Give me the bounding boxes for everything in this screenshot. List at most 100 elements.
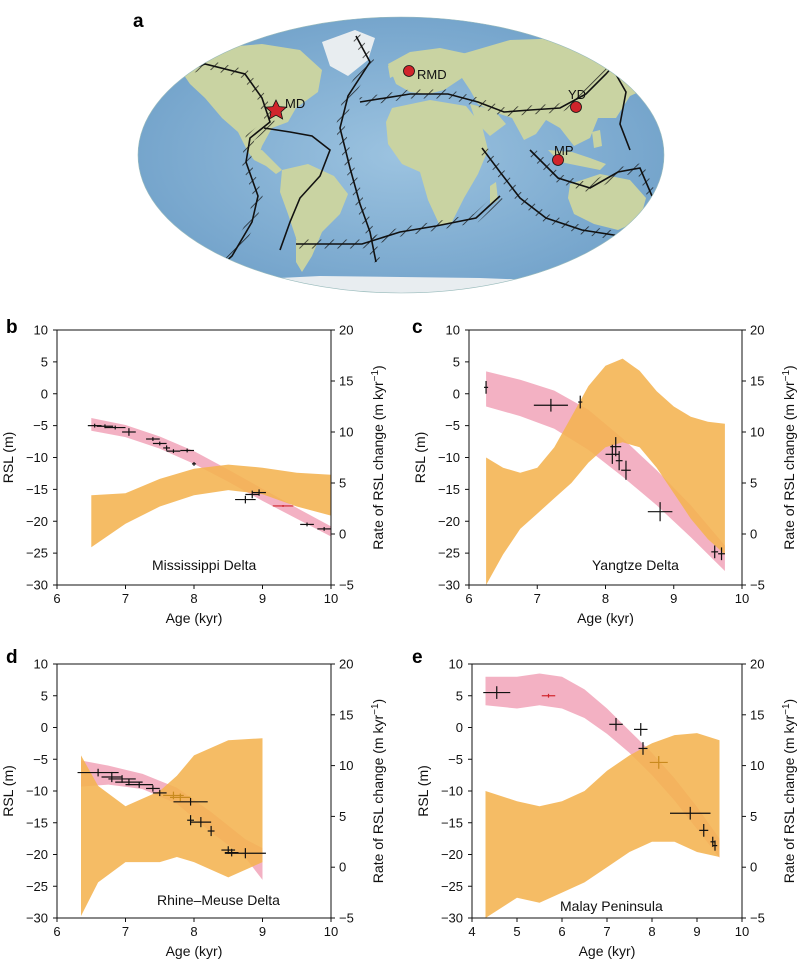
y-tick-label: −20 bbox=[438, 514, 460, 529]
x-tick-label: 8 bbox=[648, 924, 655, 939]
y2-tick-label: 10 bbox=[750, 425, 764, 440]
x-tick-label: 9 bbox=[259, 591, 266, 606]
central-america bbox=[248, 150, 282, 174]
x-tick-label: 8 bbox=[190, 591, 197, 606]
y-tick-label: 5 bbox=[41, 688, 48, 703]
site-rmd-marker bbox=[403, 65, 415, 77]
y2-tick-label: −5 bbox=[750, 911, 765, 926]
y2-tick-label: 20 bbox=[750, 657, 764, 672]
y2-tick-label: 15 bbox=[339, 707, 353, 722]
y2-label-end: ) bbox=[370, 365, 386, 370]
x-tick-label: 8 bbox=[190, 924, 197, 939]
x-tick-label: 6 bbox=[465, 591, 472, 606]
rsl-band-b bbox=[91, 418, 331, 537]
site-name-e: Malay Peninsula bbox=[560, 898, 663, 914]
y-tick-label: −30 bbox=[26, 911, 48, 926]
y2-tick-label: 10 bbox=[339, 425, 353, 440]
data-point-b-13 bbox=[300, 522, 314, 527]
antarctica bbox=[160, 276, 640, 293]
y-tick-label: −10 bbox=[26, 450, 48, 465]
y-tick-label: 10 bbox=[449, 657, 463, 672]
y-tick-label: 10 bbox=[446, 323, 460, 338]
panel-c-yangtze: 6 7 8 9 10 10 5 0 −5 −10 −15 −20 −25 −30 20 15 10 5 0 −5 Age… bbox=[412, 323, 797, 627]
data-point-c-7 bbox=[647, 502, 673, 522]
panel-letter-a: a bbox=[133, 11, 144, 32]
x-tick-label: 6 bbox=[53, 924, 60, 939]
data-point-b-10 bbox=[235, 495, 256, 504]
data-point-b-2 bbox=[104, 425, 126, 430]
x-axis-label-e: Age (kyr) bbox=[579, 943, 636, 959]
north-america bbox=[175, 44, 322, 158]
y-axis-label-e: RSL (m) bbox=[415, 765, 431, 817]
y2-axis-label-c: Rate of RSL change (m kyr−1) bbox=[781, 365, 797, 549]
x-tick-label: 6 bbox=[558, 924, 565, 939]
y-tick-label: −15 bbox=[26, 815, 48, 830]
y-tick-label: −20 bbox=[26, 514, 48, 529]
map-outline bbox=[137, 16, 665, 294]
x-tick-label: 10 bbox=[324, 591, 338, 606]
y2-label-main: Rate of RSL change (m kyr bbox=[370, 715, 386, 884]
data-point-e-7 bbox=[712, 840, 718, 851]
rate-band-b bbox=[91, 464, 331, 548]
philippines bbox=[592, 130, 602, 148]
data-point-b-9 bbox=[191, 461, 197, 466]
data-point-c-5 bbox=[615, 451, 623, 471]
data-point-b-3 bbox=[122, 428, 136, 436]
data-point-b-7 bbox=[166, 449, 181, 454]
data-point-d-12 bbox=[207, 825, 215, 837]
data-point-c-8 bbox=[711, 545, 719, 559]
data-point-c-3 bbox=[605, 444, 620, 464]
y2-tick-label: 5 bbox=[750, 809, 757, 824]
x-tick-label: 5 bbox=[513, 924, 520, 939]
boundary-sunda-hatch bbox=[526, 146, 657, 198]
site-yd: YD bbox=[568, 87, 586, 113]
panel-letter-e: e bbox=[412, 647, 423, 668]
y-tick-label: −30 bbox=[26, 578, 48, 593]
y2-label-end: ) bbox=[781, 365, 797, 370]
data-point-d-5 bbox=[146, 785, 160, 792]
site-rmd-label: RMD bbox=[417, 67, 447, 82]
data-point-c-4 bbox=[610, 437, 622, 457]
y2-tick-label: 5 bbox=[339, 809, 346, 824]
site-mp-label: MP bbox=[554, 143, 574, 158]
y-tick-label: −30 bbox=[438, 578, 460, 593]
data-point-d-1 bbox=[101, 771, 123, 783]
y-tick-label: −30 bbox=[441, 911, 463, 926]
data-point-b-5 bbox=[152, 441, 167, 446]
y2-label-sup: −1 bbox=[370, 370, 381, 382]
data-point-b-0 bbox=[87, 423, 102, 428]
data-point-e-8 bbox=[541, 693, 556, 698]
data-point-b-12 bbox=[252, 489, 266, 496]
data-point-d-8 bbox=[170, 793, 191, 802]
world-map: MD RMD YD MP bbox=[137, 16, 665, 294]
data-point-b-15 bbox=[272, 504, 294, 507]
data-point-e-9 bbox=[649, 756, 668, 769]
y-tick-label: 5 bbox=[453, 354, 460, 369]
y2-label-end: ) bbox=[370, 699, 386, 704]
data-point-c-1 bbox=[533, 398, 568, 412]
data-point-d-9 bbox=[173, 797, 208, 806]
data-point-b-11 bbox=[245, 490, 260, 499]
x-axis-label-d: Age (kyr) bbox=[166, 943, 223, 959]
y2-tick-label: −5 bbox=[339, 911, 354, 926]
y2-tick-label: 0 bbox=[750, 527, 757, 542]
y-tick-label: −25 bbox=[26, 546, 48, 561]
panel-letter-d: d bbox=[6, 647, 18, 668]
data-point-d-14 bbox=[224, 848, 239, 857]
new-zealand bbox=[648, 222, 656, 240]
japan bbox=[602, 80, 612, 110]
x-tick-label: 10 bbox=[735, 591, 749, 606]
panel-b-mississippi: 6 7 8 9 10 10 5 0 −5 −10 −15 −20 −25 −30 20 15 10 5 0 −5 Age… bbox=[0, 323, 386, 627]
boundary-caribbean bbox=[263, 127, 331, 251]
rsl-band-e bbox=[485, 673, 720, 858]
data-point-b-14 bbox=[317, 526, 331, 531]
data-point-c-0 bbox=[484, 381, 489, 394]
europe bbox=[388, 48, 468, 94]
y-tick-label: −5 bbox=[445, 418, 460, 433]
y-tick-label: −10 bbox=[438, 450, 460, 465]
data-point-d-6 bbox=[152, 789, 167, 797]
y-tick-label: −15 bbox=[26, 482, 48, 497]
x-tick-label: 4 bbox=[468, 924, 475, 939]
boundary-southern-hatch bbox=[296, 192, 504, 249]
y2-tick-label: 20 bbox=[339, 657, 353, 672]
